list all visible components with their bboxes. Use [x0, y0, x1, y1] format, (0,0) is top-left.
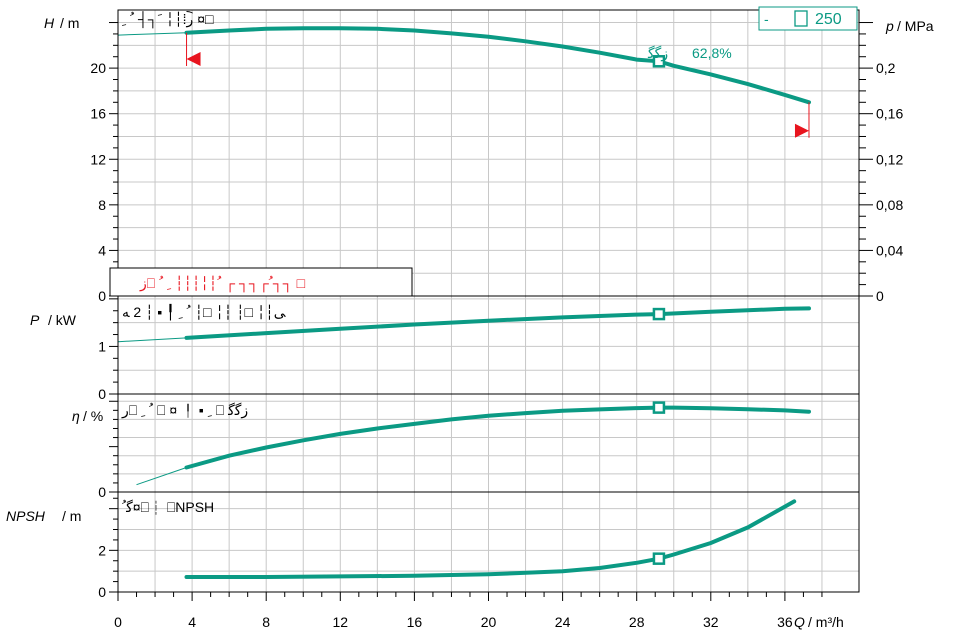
y-tick-label-head: 16: [90, 106, 106, 122]
footer-info-box: [109, 267, 413, 297]
x-axis-unit: / m³/h: [808, 614, 844, 630]
operating-point-power: [652, 307, 666, 321]
x-tick-label: 20: [481, 614, 497, 630]
power-curve-extrapolation: [117, 337, 187, 343]
y-tick-label-power: 0: [98, 386, 106, 402]
y-tick-label-head: 8: [98, 197, 106, 213]
y2-tick-label: 0,04: [876, 242, 903, 258]
legend-label: 250: [815, 11, 842, 28]
y-axis-label-npsh: NPSH: [6, 508, 46, 524]
head-curve-extrapolation: [117, 32, 187, 36]
y-axis-unit-head: / m: [60, 15, 79, 31]
x-tick-label: 36: [777, 614, 793, 630]
y-axis-unit-efficiency: / %: [83, 408, 103, 424]
head-panel-title: ﺭ︡⁞┆╎ ﹶ┐┤ ﹸ ﹺ ¤□: [122, 11, 214, 29]
x-axis-label: Q: [794, 614, 805, 630]
operating-point-npsh: [652, 552, 666, 565]
legend-series-icon: [794, 10, 808, 27]
x-tick-label: 32: [703, 614, 719, 630]
y-tick-label-efficiency: 0: [98, 484, 106, 500]
power-panel-label: ﻰ┆╎ □┆ ┆╎ □┆ ﹸ ﹺ ╿ ▪ ┆ 2 ﻪ: [122, 303, 286, 321]
y2-tick-label: 0,08: [876, 197, 903, 213]
y2-axis-unit: / MPa: [897, 18, 934, 34]
npsh-panel-label: ﮔﹸ¤⎕┆ ⎕NPSH: [122, 499, 214, 515]
y-tick-label-power: 1: [98, 338, 106, 354]
y-tick-label-npsh: 0: [98, 584, 106, 600]
y-tick-label-head: 4: [98, 242, 106, 258]
y-tick-label-head: 12: [90, 151, 106, 167]
y-axis-label-efficiency: η: [72, 408, 80, 424]
x-tick-label: 28: [629, 614, 645, 630]
x-tick-label: 0: [114, 614, 122, 630]
y-tick-label-head: 0: [98, 288, 106, 304]
legend-prefix: -: [764, 11, 769, 27]
operating-point-head: [652, 55, 666, 68]
y2-tick-label: 0,12: [876, 151, 903, 167]
y-tick-label-head: 20: [90, 60, 106, 76]
y-axis-unit-power: / kW: [48, 312, 77, 328]
head-curve: [184, 26, 811, 105]
y2-tick-label: 0,16: [876, 106, 903, 122]
x-tick-label: 8: [262, 614, 270, 630]
y-axis-label-head: H: [44, 15, 55, 31]
y-axis-label-power: P: [30, 312, 40, 328]
footer-info-text: ﺯ⎕ ﹸ┌┐┐ ┌ ﹸ┆╎┆┆┆ ﹺ ﹸ┐┐ □: [139, 275, 306, 293]
efficiency-curve-extrapolation: [136, 467, 187, 486]
efficiency-curve: [184, 405, 811, 470]
y-tick-label-npsh: 2: [98, 542, 106, 558]
y2-tick-label: 0,2: [876, 60, 896, 76]
x-tick-label: 24: [555, 614, 571, 630]
limit-arrow: [186, 51, 201, 66]
x-tick-label: 16: [407, 614, 423, 630]
y2-tick-label: 0: [876, 288, 884, 304]
x-tick-label: 12: [333, 614, 349, 630]
operating-point-efficiency: [652, 401, 666, 414]
y-axis-unit-npsh: / m: [62, 508, 81, 524]
efficiency-panel-label: ﺭ⎕ ﹸ ﹺ ⎕ ¤ ╿ ▪ ﹺ ⎕ ﺯﮔﮔ: [121, 402, 248, 419]
legend-box: [758, 6, 858, 31]
x-tick-label: 4: [188, 614, 196, 630]
limit-arrow: [794, 123, 809, 138]
npsh-curve: [184, 499, 797, 579]
efficiency-annotation-prefix: ﺯﮔﮔ: [647, 45, 668, 62]
power-curve: [184, 306, 811, 340]
y2-axis-label: p: [885, 18, 894, 34]
efficiency-annotation-value: 62,8%: [692, 45, 732, 61]
